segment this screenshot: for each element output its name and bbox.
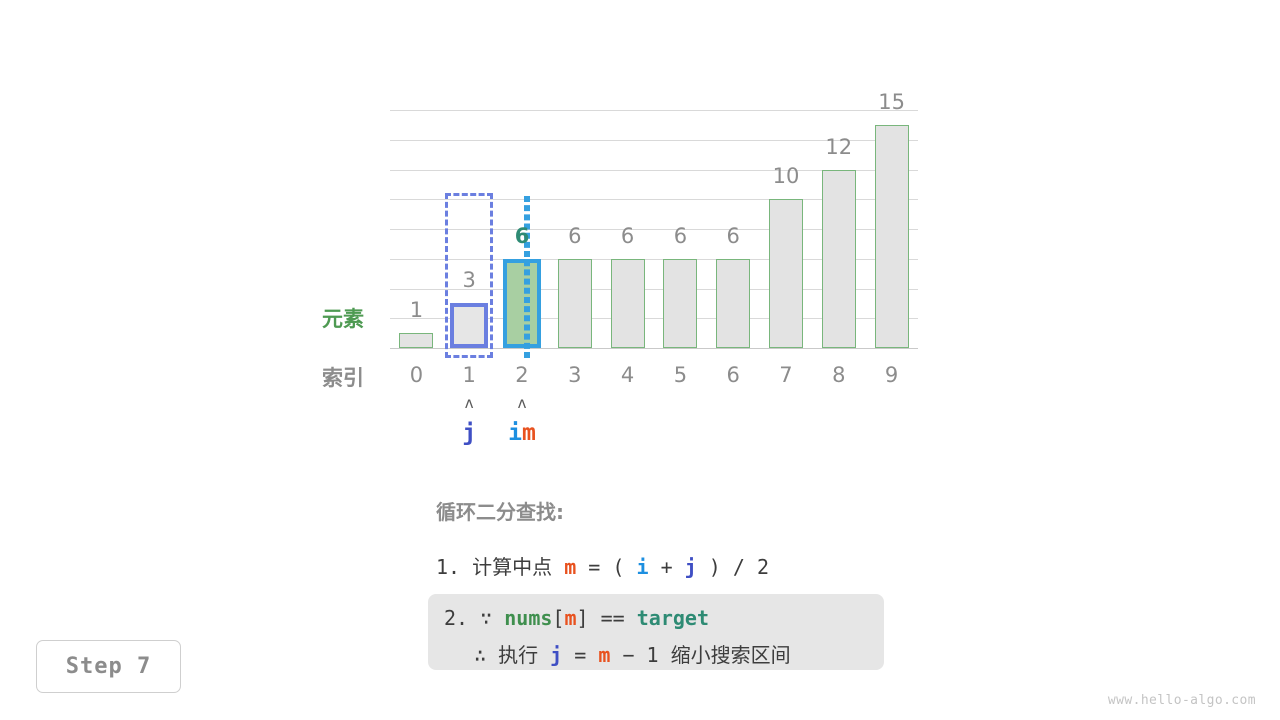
caption-line-2: 2. ∵ nums[m] == target xyxy=(444,600,894,637)
watermark: www.hello-algo.com xyxy=(1107,693,1256,708)
x-tick-9: 9 xyxy=(884,363,899,387)
line1-var-i: i xyxy=(636,555,649,579)
line1-divide: / xyxy=(732,555,745,579)
bar-value-label: 6 xyxy=(620,223,635,248)
line3-exec: 执行 xyxy=(498,643,539,667)
line1-plus: + xyxy=(660,555,673,579)
bar-value-label: 3 xyxy=(462,268,476,293)
line3-var-m: m xyxy=(598,643,611,667)
line2-var-m: m xyxy=(564,606,577,630)
therefore-symbol: ∴ xyxy=(474,643,487,667)
line3-tail: 缩小搜索区间 xyxy=(670,643,791,667)
bar-slot-4 xyxy=(601,110,654,348)
line1-paren-close: ) xyxy=(708,555,721,579)
pointer-label-group-1: j xyxy=(443,420,496,446)
x-tick-2: 2 xyxy=(515,363,529,387)
pointer-label-group-2: im xyxy=(496,420,549,446)
step-badge: Step 7 xyxy=(36,640,181,693)
bar xyxy=(716,258,751,348)
pointer-label-m: m xyxy=(521,420,536,446)
bar-value-label: 6 xyxy=(568,223,582,248)
bar-slot-5 xyxy=(654,110,707,348)
bar xyxy=(821,169,856,348)
x-tick-5: 5 xyxy=(673,363,688,387)
gridline xyxy=(390,318,918,320)
line1-equals: = xyxy=(588,555,601,579)
caption-line-1: 1. 计算中点 m = ( i + j ) / 2 xyxy=(436,549,906,586)
gridline xyxy=(390,199,918,201)
line2-bracket-close: ] xyxy=(576,606,589,630)
bar-value-label: 10 xyxy=(772,164,800,189)
line1-two: 2 xyxy=(756,555,769,579)
bar xyxy=(768,199,803,348)
gridline xyxy=(390,229,918,230)
bar-slot-1 xyxy=(443,110,496,348)
pointer-label-i: i xyxy=(508,420,522,446)
bar-slot-7 xyxy=(760,110,813,348)
line2-bracket-open: [ xyxy=(552,606,565,630)
bar-slot-0 xyxy=(390,110,443,348)
x-tick-4: 4 xyxy=(620,363,635,387)
x-axis-ticks: 0 1 2 3 4 5 6 7 8 9 xyxy=(390,363,918,393)
bar xyxy=(399,333,434,348)
bar xyxy=(663,258,698,348)
gridline xyxy=(390,288,918,290)
pointer-labels: j im xyxy=(390,420,918,456)
bar xyxy=(610,258,645,348)
line1-paren-open: ( xyxy=(612,555,625,579)
bar-value-label: 6 xyxy=(514,223,530,248)
line3-one: 1 xyxy=(646,643,659,667)
bar-value-label: 6 xyxy=(673,223,688,248)
x-tick-8: 8 xyxy=(832,363,846,387)
pointer-caret-1: ʌ xyxy=(464,394,474,412)
bar-value-label: 15 xyxy=(878,89,905,114)
gridline xyxy=(390,169,918,171)
line3-var-j: j xyxy=(550,643,563,667)
axis-baseline xyxy=(390,348,918,349)
x-tick-1: 1 xyxy=(462,363,476,387)
bar-value-label: 6 xyxy=(726,223,740,248)
pointer-caret-2: ʌ xyxy=(517,394,527,412)
caption-block: 循环二分查找: 1. 计算中点 m = ( i + j ) / 2 2. ∵ n… xyxy=(428,496,906,670)
y-axis-label: 元素 xyxy=(322,307,364,331)
line1-text: 计算中点 xyxy=(472,555,553,579)
bar xyxy=(557,258,592,348)
caption-highlight-content: 2. ∵ nums[m] == target ∴ 执行 j = m − 1 缩小… xyxy=(444,600,894,674)
x-tick-6: 6 xyxy=(726,363,740,387)
bar-slot-3 xyxy=(548,110,601,348)
x-tick-3: 3 xyxy=(568,363,582,387)
gridline xyxy=(390,110,918,111)
pointer-label-j: j xyxy=(462,420,477,446)
line1-var-m: m xyxy=(564,555,577,579)
line1-number: 1. xyxy=(436,555,461,579)
bar-slot-2 xyxy=(496,110,549,348)
line2-eqeq: == xyxy=(600,606,625,630)
bar-value-label: 12 xyxy=(825,134,853,159)
bar xyxy=(450,303,489,348)
x-tick-0: 0 xyxy=(409,363,424,387)
because-symbol: ∵ xyxy=(480,606,493,630)
gridline xyxy=(390,258,918,260)
caption-highlight-box xyxy=(428,594,884,670)
line1-var-j: j xyxy=(684,555,697,579)
line3-minus: − xyxy=(622,643,635,667)
x-axis-label: 索引 xyxy=(322,366,364,390)
bar-slot-8 xyxy=(812,110,865,348)
line2-target: target xyxy=(636,606,709,630)
line2-nums: nums xyxy=(504,606,553,630)
bar-series xyxy=(390,110,918,348)
bar-slot-6 xyxy=(707,110,760,348)
line3-equals: = xyxy=(574,643,587,667)
bar-value-label: 1 xyxy=(409,298,424,323)
line2-number: 2. xyxy=(444,606,469,630)
caption-title: 循环二分查找: xyxy=(436,500,564,524)
gridline xyxy=(390,139,918,141)
bar xyxy=(502,258,541,348)
x-tick-7: 7 xyxy=(779,363,793,387)
bar xyxy=(874,124,909,348)
bar-slot-9 xyxy=(865,110,918,348)
caption-line-3: ∴ 执行 j = m − 1 缩小搜索区间 xyxy=(444,637,894,674)
